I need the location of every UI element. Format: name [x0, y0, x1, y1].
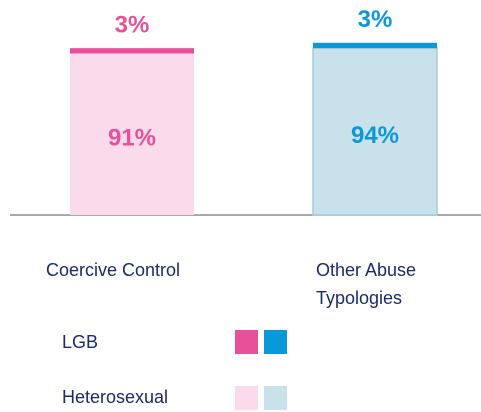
data-label: 3% — [358, 6, 393, 33]
bar-segment — [70, 53, 194, 215]
category-label: Other Abuse Typologies — [316, 260, 417, 308]
data-label: 3% — [115, 11, 150, 38]
bar-segment — [70, 48, 194, 54]
bar-segment — [312, 47, 438, 216]
data-label: 94% — [351, 122, 399, 149]
category-label: Coercive Control — [46, 260, 181, 280]
legend-swatch — [235, 386, 258, 410]
bar-segment — [313, 42, 437, 49]
data-label: 91% — [108, 125, 156, 152]
legend-swatch — [264, 386, 287, 410]
legend-label: Heterosexual — [62, 387, 169, 407]
legend-label: LGB — [62, 332, 99, 352]
legend-swatch — [235, 330, 258, 354]
legend-swatch — [264, 330, 287, 354]
